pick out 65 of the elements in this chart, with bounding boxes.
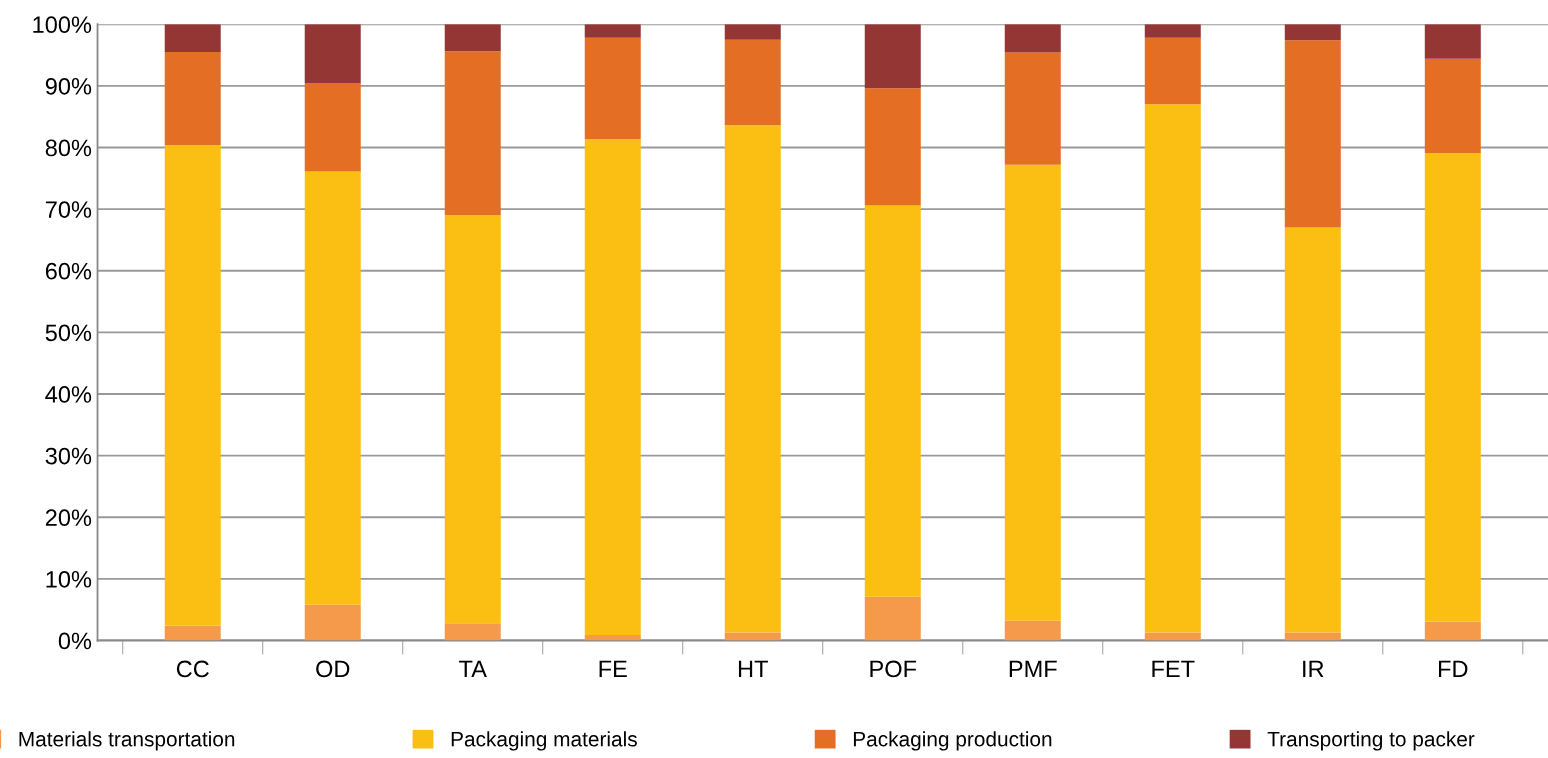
x-tick-label: OD	[316, 660, 350, 678]
bar	[1424, 58, 1481, 154]
bar	[1424, 24, 1481, 59]
x-tick-label: FE	[599, 660, 627, 678]
y-tick-label: 50%	[45, 324, 92, 342]
bar	[164, 145, 221, 626]
bar	[1284, 632, 1341, 641]
bar	[1424, 621, 1481, 641]
bar	[724, 39, 781, 126]
bar	[444, 24, 501, 52]
legend-label: Transporting to packer	[1267, 731, 1475, 751]
bar	[164, 24, 221, 52]
x-tick-label: CC	[176, 660, 209, 678]
bar	[584, 24, 641, 38]
bar	[1424, 153, 1481, 622]
y-tick-label: 30%	[45, 447, 92, 465]
bar	[864, 205, 921, 597]
y-tick-label: 20%	[45, 509, 92, 527]
bar	[584, 138, 641, 635]
legend-label: Materials transportation	[19, 731, 235, 751]
bar	[1144, 104, 1201, 633]
legend-label: Packaging production	[853, 731, 1052, 751]
bar	[1284, 40, 1341, 228]
bar	[304, 24, 361, 84]
bar	[1004, 52, 1061, 165]
legend-label: Packaging materials	[451, 731, 637, 751]
bar	[444, 215, 501, 624]
x-tick-label: POF	[870, 660, 917, 678]
bar	[864, 88, 921, 206]
y-tick-label: 90%	[45, 77, 92, 95]
bar	[1144, 24, 1201, 38]
bar	[864, 596, 921, 641]
bar	[1004, 164, 1061, 621]
bar	[444, 51, 501, 216]
bar	[724, 125, 781, 633]
bar	[1004, 620, 1061, 641]
x-tick-label: HT	[738, 660, 768, 678]
bar	[304, 83, 361, 172]
y-tick-label: 70%	[45, 201, 92, 218]
bar	[1004, 24, 1061, 53]
x-tick-label: FD	[1439, 660, 1468, 678]
bar	[304, 171, 361, 605]
bar	[864, 24, 921, 89]
bar	[1284, 227, 1341, 633]
bar	[724, 24, 781, 40]
bar	[584, 634, 641, 641]
bar	[164, 51, 221, 146]
x-tick-label: TA	[459, 660, 487, 678]
bar	[1144, 632, 1201, 641]
x-tick-label: FET	[1152, 660, 1195, 678]
y-tick-label: 60%	[45, 262, 92, 280]
bar	[584, 37, 641, 139]
bar	[1144, 37, 1201, 105]
y-tick-label: 100%	[33, 16, 92, 34]
y-tick-label: 10%	[46, 570, 92, 588]
y-tick-label: 80%	[45, 139, 92, 157]
bar	[444, 623, 501, 641]
y-tick-label: 0%	[58, 632, 92, 650]
bar	[164, 625, 221, 641]
bar	[724, 632, 781, 641]
y-tick-label: 40%	[45, 386, 92, 403]
x-tick-label: PMF	[1009, 660, 1057, 678]
x-tick-label: IR	[1303, 660, 1324, 678]
bar	[304, 604, 361, 641]
bar	[1284, 24, 1341, 41]
